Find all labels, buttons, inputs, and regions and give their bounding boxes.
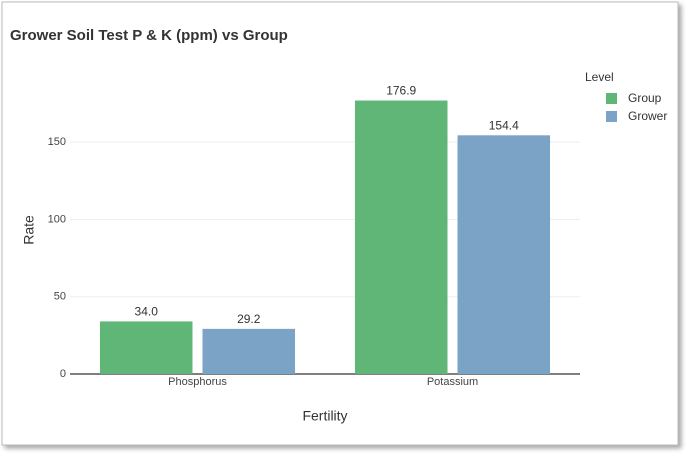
bar [99,321,193,374]
y-axis-title: Rate [21,215,37,245]
legend-label: Group [628,91,662,105]
legend-label: Grower [628,109,667,123]
legend-swatch [606,93,617,104]
bar [354,100,448,375]
x-tick-label: Potassium [427,376,478,388]
value-label: 34.0 [135,305,159,319]
x-axis-title: Fertility [302,408,347,424]
bar [202,328,296,374]
y-tick-label: 100 [48,213,66,225]
y-tick-label: 0 [60,368,66,380]
legend-title: Level [585,70,614,84]
frame [1,1,679,446]
value-label: 29.2 [237,312,261,326]
bar [457,135,551,374]
chart-title: Grower Soil Test P & K (ppm) vs Group [10,27,288,44]
value-label: 154.4 [489,118,519,132]
legend-swatch [606,111,617,122]
y-tick-label: 150 [48,136,66,148]
value-label: 176.9 [386,84,416,98]
x-tick-label: Phosphorus [168,376,227,388]
y-tick-label: 50 [54,291,66,303]
